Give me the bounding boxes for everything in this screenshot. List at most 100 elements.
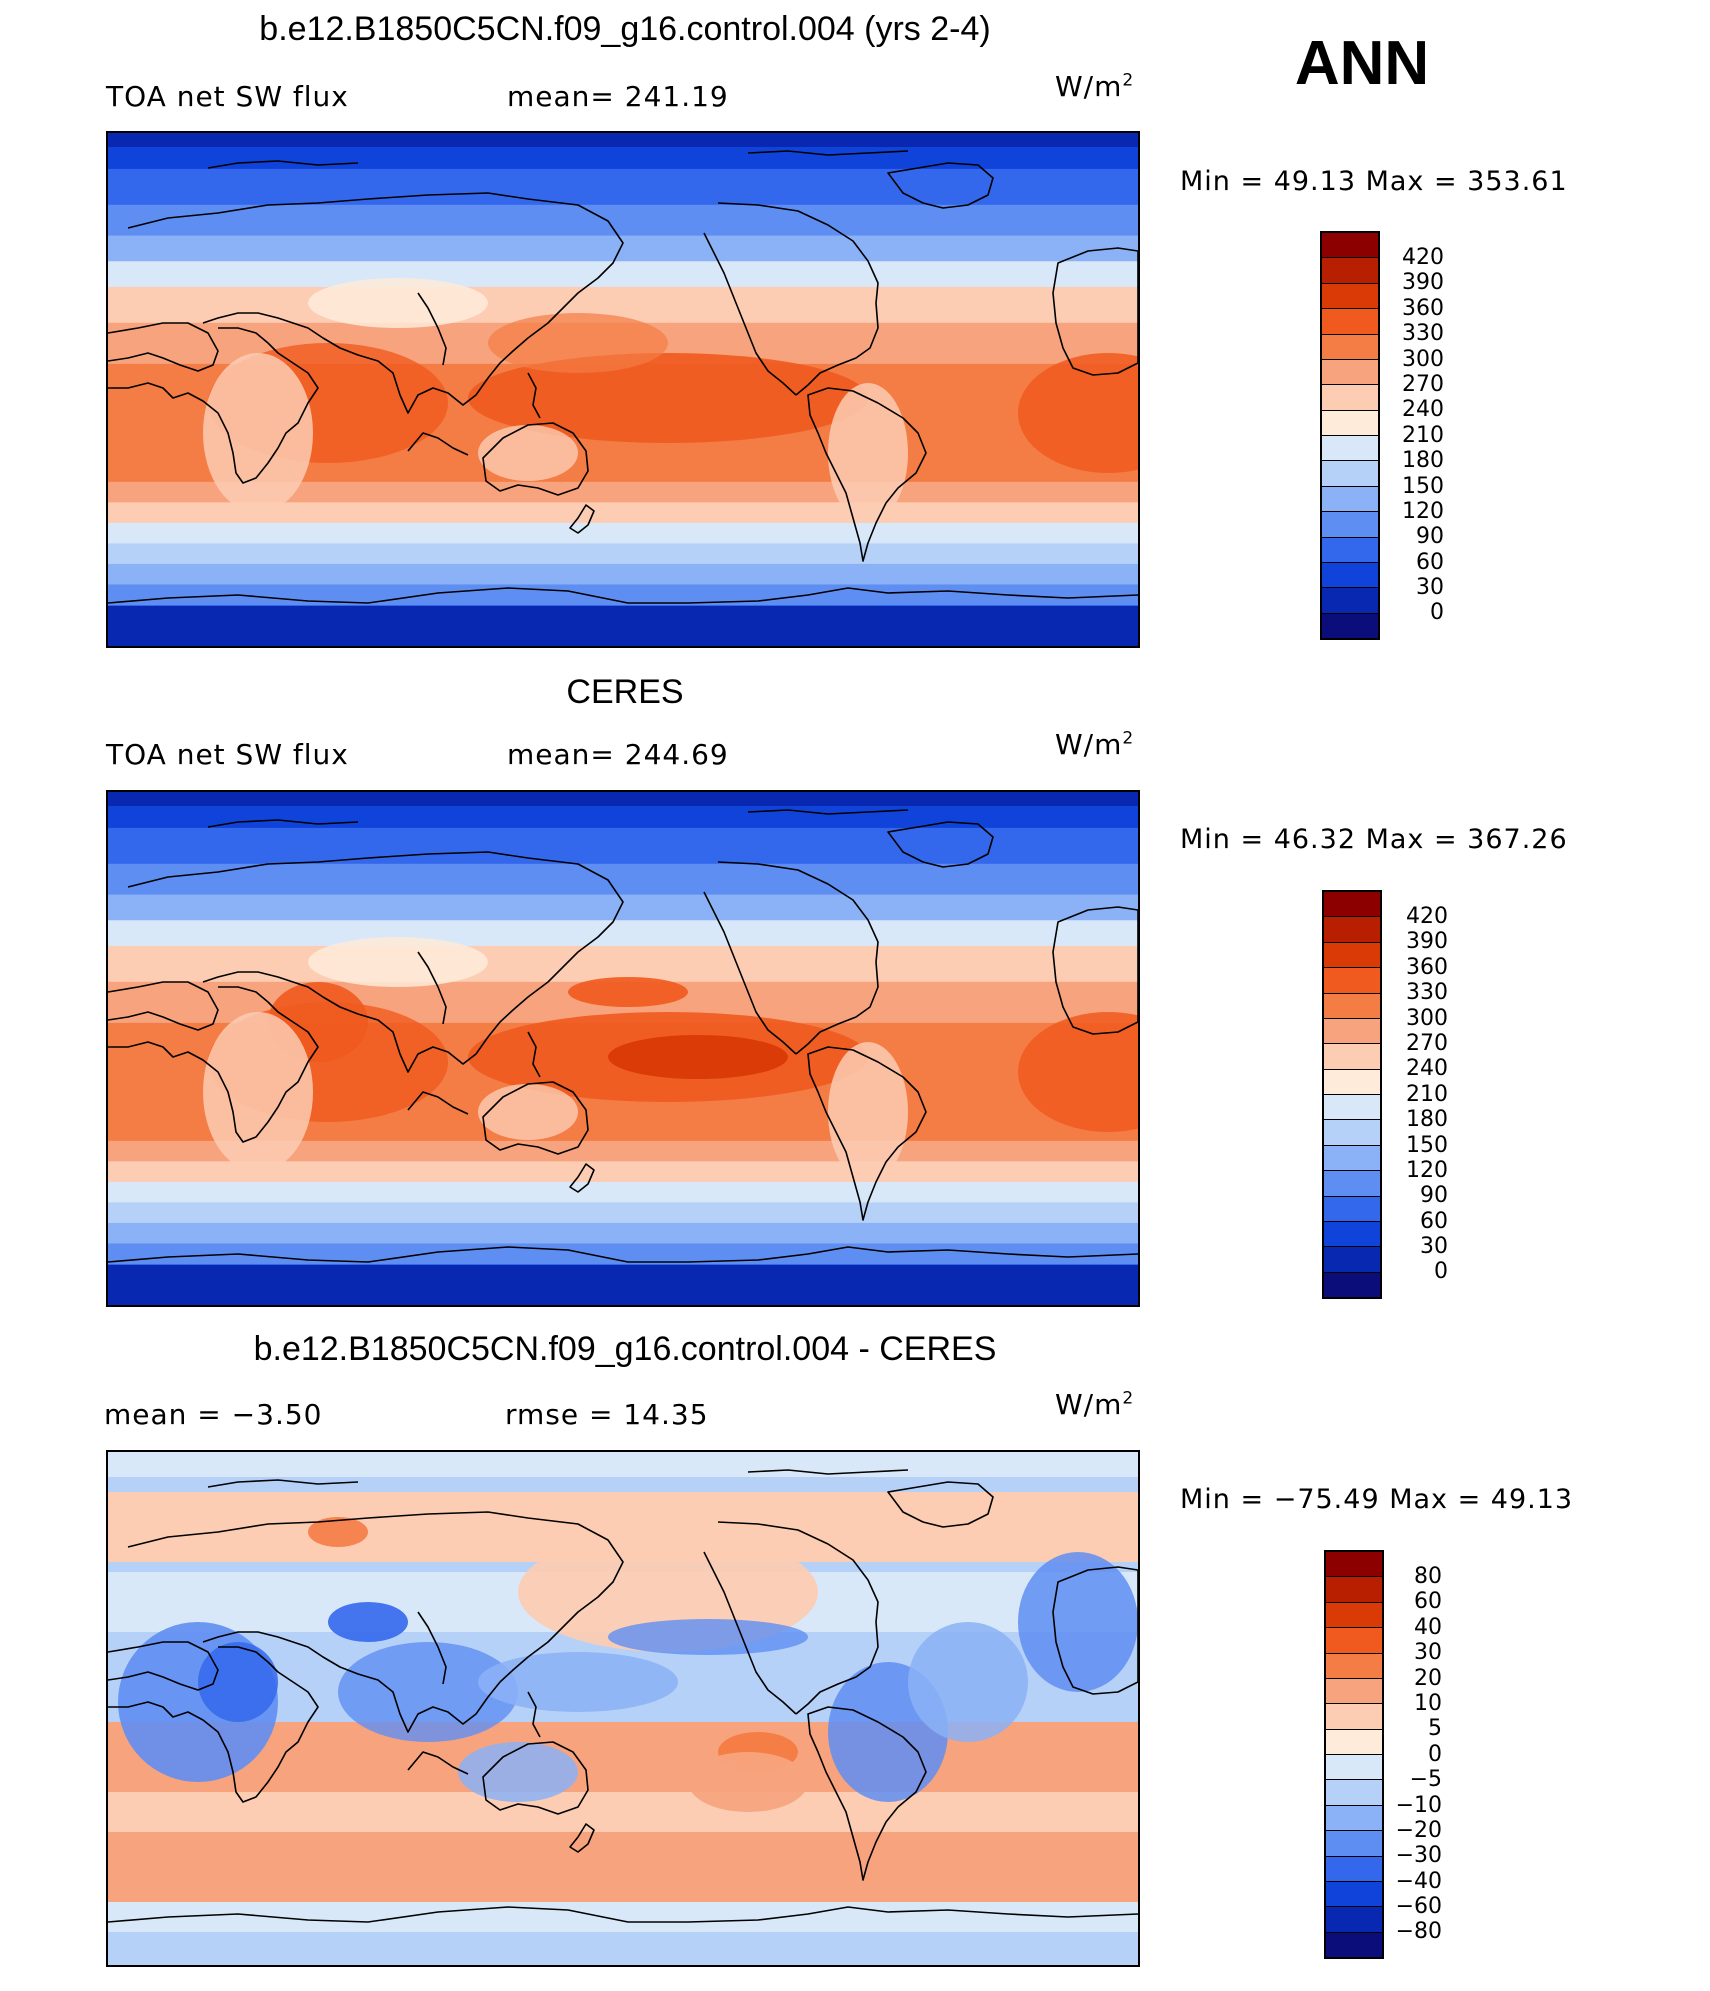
colorbar-swatch	[1322, 385, 1378, 411]
colorbar-tick-label: 390	[1402, 270, 1444, 296]
colorbar-tick-label: 240	[1406, 1056, 1448, 1082]
colorbar-tick-label: 300	[1406, 1005, 1448, 1031]
colorbar-tick-label: 60	[1420, 1208, 1448, 1234]
colorbar-tick-label: 60	[1416, 549, 1444, 575]
colorbar-swatch	[1326, 1704, 1382, 1730]
colorbar-swatch	[1324, 1145, 1380, 1172]
colorbar-swatch	[1322, 283, 1378, 310]
colorbar-swatch	[1324, 968, 1380, 994]
colorbar-tick-label: 0	[1428, 1741, 1442, 1767]
panel-1-mean-label: mean= 241.19	[507, 80, 729, 113]
colorbar-swatch	[1326, 1831, 1382, 1857]
colorbar-tick-label: 180	[1402, 448, 1444, 474]
colorbar-tick-label: 300	[1402, 346, 1444, 372]
colorbar-swatch	[1326, 1653, 1382, 1679]
colorbar-swatch	[1324, 942, 1380, 969]
colorbar-swatch	[1322, 562, 1378, 589]
colorbar-tick-label: 210	[1406, 1081, 1448, 1107]
panel-1-colorbar	[1320, 231, 1380, 640]
season-label: ANN	[1294, 29, 1430, 98]
colorbar-tick-label: 330	[1406, 980, 1448, 1006]
panel-1-units: W/m2	[1055, 70, 1135, 103]
colorbar-tick-label: 120	[1406, 1157, 1448, 1183]
colorbar-tick-label: 420	[1402, 245, 1444, 270]
colorbar-swatch	[1322, 359, 1378, 386]
colorbar-swatch	[1326, 1856, 1382, 1882]
colorbar-swatch	[1324, 1247, 1380, 1273]
colorbar-tick-label: 270	[1402, 371, 1444, 397]
colorbar-swatch	[1324, 1018, 1380, 1045]
panel-3-title: b.e12.B1850C5CN.f09_g16.control.004 - CE…	[253, 1330, 997, 1368]
panel-2-colorbar-labels: 420 390 360 330 300 270 240 210 180 150 120 90 60 30 0	[1382, 904, 1448, 1285]
panel-2-colorbar	[1322, 890, 1382, 1299]
colorbar-swatch	[1322, 410, 1378, 436]
colorbar-tick-label: 30	[1414, 1640, 1442, 1666]
panel-3-units: W/m2	[1055, 1388, 1135, 1421]
colorbar-tick-label: −30	[1395, 1843, 1442, 1869]
colorbar-swatch	[1322, 486, 1378, 513]
colorbar-swatch	[1322, 613, 1378, 638]
colorbar-swatch	[1326, 1577, 1382, 1603]
colorbar-swatch	[1326, 1552, 1382, 1578]
panel-3-colorbar	[1324, 1550, 1384, 1959]
colorbar-swatch	[1322, 436, 1378, 462]
colorbar-swatch	[1322, 309, 1378, 335]
colorbar-swatch	[1324, 917, 1380, 943]
colorbar-tick-label: 30	[1416, 575, 1444, 601]
panel-3-minmax: Min = −75.49 Max = 49.13	[1180, 1484, 1574, 1515]
panel-2-variable-label: TOA net SW flux	[106, 738, 349, 771]
panel-2-mean-label: mean= 244.69	[507, 738, 729, 771]
colorbar-tick-label: 150	[1406, 1132, 1448, 1158]
colorbar-tick-label: 40	[1414, 1614, 1442, 1640]
panel-2-map	[106, 790, 1140, 1307]
colorbar-swatch	[1322, 258, 1378, 284]
colorbar-swatch	[1324, 1196, 1380, 1222]
colorbar-swatch	[1324, 1221, 1380, 1248]
colorbar-swatch	[1326, 1881, 1382, 1908]
panel-3-mean-label: mean = −3.50	[104, 1398, 323, 1431]
colorbar-tick-label: 120	[1402, 498, 1444, 524]
panel-3-colorbar-labels: 80 60 40 30 20 10 5 0 −5 −10 −20 −30 −40 −60 −80	[1390, 1564, 1442, 1945]
colorbar-swatch	[1322, 461, 1378, 487]
panel-1-map	[106, 131, 1140, 648]
colorbar-swatch	[1326, 1755, 1382, 1781]
colorbar-swatch	[1326, 1602, 1382, 1629]
colorbar-swatch	[1326, 1805, 1382, 1832]
colorbar-tick-label: 80	[1414, 1564, 1442, 1589]
colorbar-tick-label: 270	[1406, 1030, 1448, 1056]
colorbar-tick-label: 60	[1414, 1589, 1442, 1615]
colorbar-tick-label: −5	[1409, 1767, 1442, 1793]
colorbar-swatch	[1324, 892, 1380, 918]
panel-2-title: CERES	[566, 673, 684, 711]
colorbar-swatch	[1322, 537, 1378, 563]
colorbar-swatch	[1322, 334, 1378, 360]
colorbar-swatch	[1322, 588, 1378, 614]
colorbar-swatch	[1326, 1780, 1382, 1806]
colorbar-swatch	[1326, 1729, 1382, 1755]
colorbar-tick-label: 360	[1402, 295, 1444, 321]
colorbar-swatch	[1326, 1628, 1382, 1654]
colorbar-tick-label: 90	[1420, 1183, 1448, 1209]
colorbar-swatch	[1324, 1120, 1380, 1146]
colorbar-tick-label: −20	[1395, 1817, 1442, 1843]
colorbar-tick-label: 330	[1402, 321, 1444, 347]
colorbar-swatch	[1324, 1044, 1380, 1070]
colorbar-tick-label: 0	[1430, 600, 1444, 626]
colorbar-swatch	[1326, 1932, 1382, 1957]
panel-1-title: b.e12.B1850C5CN.f09_g16.control.004 (yrs…	[259, 10, 991, 48]
colorbar-tick-label: 180	[1406, 1107, 1448, 1133]
colorbar-swatch	[1322, 233, 1378, 259]
colorbar-tick-label: 30	[1420, 1234, 1448, 1260]
panel-1-colorbar-labels: 420 390 360 330 300 270 240 210 180 150 120 90 60 30 0	[1378, 245, 1444, 626]
colorbar-tick-label: −80	[1395, 1919, 1442, 1945]
colorbar-tick-label: 150	[1402, 473, 1444, 499]
colorbar-tick-label: −10	[1395, 1792, 1442, 1818]
colorbar-tick-label: 240	[1402, 397, 1444, 423]
colorbar-swatch	[1326, 1678, 1382, 1705]
colorbar-swatch	[1324, 1095, 1380, 1121]
panel-1-minmax: Min = 49.13 Max = 353.61	[1180, 166, 1568, 197]
colorbar-swatch	[1322, 512, 1378, 538]
colorbar-swatch	[1326, 1907, 1382, 1933]
colorbar-tick-label: 420	[1406, 904, 1448, 929]
colorbar-tick-label: 90	[1416, 524, 1444, 550]
